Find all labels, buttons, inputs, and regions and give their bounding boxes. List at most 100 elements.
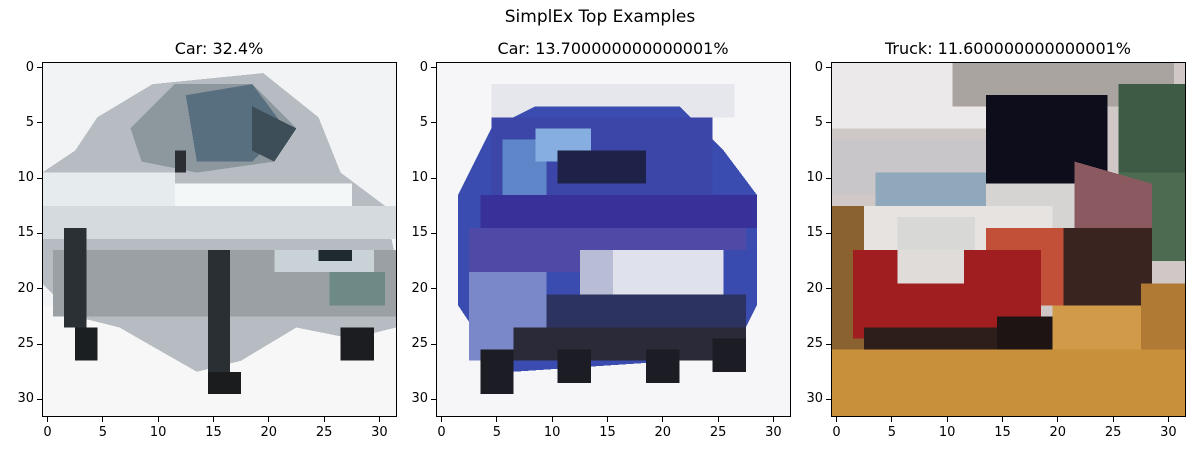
pixel-block [42,172,175,217]
pixel-block [985,183,1075,239]
y-tick-label: 30 [17,391,34,407]
x-tick-label: 15 [599,425,616,440]
pixel-block [546,294,746,328]
pixel-block [42,62,396,416]
y-tick-label: 5 [25,114,34,130]
pixel-block [130,84,297,173]
pixel-block [712,338,746,372]
x-tick-mark [268,417,270,422]
y-tick-label: 10 [806,170,823,186]
y-tick-mark [37,122,42,124]
x-tick-mark [378,417,380,422]
pixel-block [1052,305,1185,350]
pixel-block [1074,161,1152,284]
pixel-block [491,117,713,206]
y-tick-mark [431,122,436,124]
pixel-block [897,216,975,262]
axes-frame [831,62,1186,417]
pixel-block [853,250,1042,339]
x-tick-label: 0 [43,425,52,440]
y-tick-mark [431,398,436,400]
y-tick-label: 5 [814,114,823,130]
y-tick-label: 25 [411,336,428,352]
pixel-block [723,250,757,306]
pixel-block [42,305,396,416]
y-tick-label: 15 [411,225,428,241]
y-tick-label: 30 [411,391,428,407]
pixel-block [897,250,964,284]
pixel-block [469,227,746,273]
x-tick-label: 15 [994,425,1011,440]
pixel-block [436,62,790,416]
x-tick-label: 10 [543,425,561,440]
silver-car-image [42,62,396,416]
red-dump-truck-image [831,62,1185,416]
pixel-block [557,150,647,184]
pixel-block [613,250,735,295]
pixel-block [535,128,591,162]
y-tick-mark [431,177,436,179]
pixel-block [831,139,986,195]
y-tick-mark [37,232,42,234]
pixel-block [502,139,547,195]
pixel-block [53,250,396,317]
x-tick-mark [47,417,49,422]
x-tick-label: 10 [149,425,167,440]
y-tick-label: 25 [17,336,34,352]
x-tick-label: 5 [887,425,896,440]
y-tick-mark [37,177,42,179]
y-tick-mark [37,398,42,400]
pixel-block [831,349,1185,416]
y-tick-label: 0 [814,59,823,75]
pixel-block [1118,172,1185,262]
subplot-title: Car: 32.4% [174,39,264,58]
y-tick-mark [431,67,436,69]
pixel-block [557,349,591,383]
pixel-block [985,95,1108,184]
x-tick-mark [772,417,774,422]
x-tick-label: 25 [315,425,333,440]
x-tick-label: 30 [371,425,388,440]
pixel-block [64,227,87,328]
pixel-block [185,84,286,162]
y-tick-mark [431,232,436,234]
pixel-block [480,349,514,394]
x-tick-label: 20 [654,425,672,440]
y-tick-label: 20 [17,280,34,296]
y-tick-mark [826,398,831,400]
y-tick-mark [431,343,436,345]
pixel-block [513,327,746,361]
pixel-block [842,205,1053,262]
pixel-block [646,349,680,383]
x-tick-label: 30 [1160,425,1177,440]
subplot-title: Car: 13.700000000000001% [497,39,729,58]
y-tick-mark [826,232,831,234]
pixel-block [831,62,1185,416]
y-tick-mark [826,67,831,69]
y-tick-label: 20 [411,280,428,296]
pixel-block [996,316,1064,372]
pixel-block [831,205,865,416]
pixel-block [864,327,997,361]
pixel-block [174,183,352,228]
x-tick-mark [1112,417,1114,422]
x-tick-label: 20 [260,425,278,440]
x-tick-mark [946,417,948,422]
y-tick-label: 0 [25,59,34,75]
x-tick-label: 10 [938,425,956,440]
y-tick-mark [431,288,436,290]
y-tick-mark [37,288,42,290]
y-tick-mark [826,122,831,124]
y-tick-label: 10 [17,170,34,186]
pixel-block [480,194,757,228]
y-tick-label: 30 [806,391,823,407]
pixel-block [174,150,186,173]
blue-car-image [436,62,790,416]
x-tick-label: 30 [765,425,782,440]
x-tick-label: 0 [832,425,841,440]
y-tick-label: 10 [411,170,428,186]
pixel-block [207,371,242,394]
x-tick-mark [836,417,838,422]
y-tick-mark [826,288,831,290]
